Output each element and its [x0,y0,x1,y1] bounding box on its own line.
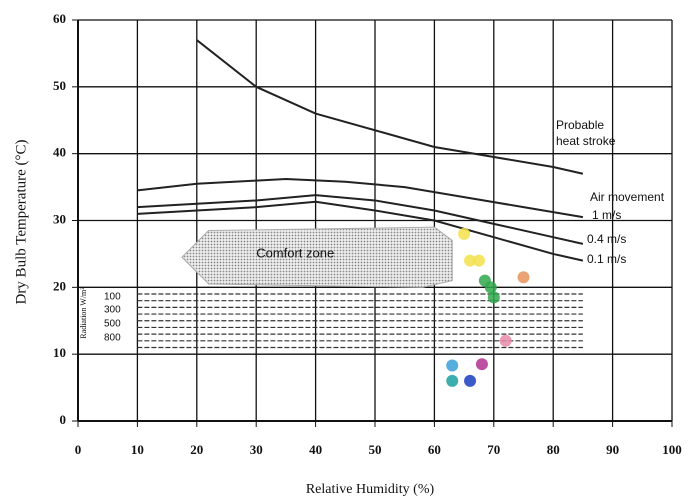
x-tick-label: 90 [606,442,619,457]
curve [137,200,584,262]
y-tick-label: 20 [53,278,66,293]
x-tick-label: 20 [190,442,203,457]
x-tick-label: 40 [309,442,322,457]
curve [137,194,584,245]
data-point [472,254,485,267]
data-point [446,359,459,372]
data-point [446,374,459,387]
data-point [484,281,497,294]
x-tick-label: 50 [369,442,382,457]
x-tick-label: 0 [75,442,82,457]
y-axis-label: Dry Bulb Temperature (°C) [13,139,29,304]
curve [137,178,584,219]
radiation-label: 800 [104,333,121,344]
x-tick-label: 100 [662,442,682,457]
y-tick-label: 40 [53,145,66,160]
x-tick-label: 30 [250,442,263,457]
y-tick-label: 30 [53,211,66,226]
x-tick-label: 10 [131,442,144,457]
curve [196,39,584,175]
data-point [458,227,471,240]
x-tick-label: 60 [428,442,441,457]
data-point [475,358,488,371]
y-tick-label: 50 [53,78,66,93]
data-point [487,291,500,304]
x-axis-label: Relative Humidity (%) [306,482,435,497]
annotation: 0.4 m/s [587,232,626,246]
y-tick-label: 0 [60,412,67,427]
data-point [517,271,530,284]
annotation: Probable [556,118,604,132]
y-tick-label: 10 [53,345,66,360]
x-tick-label: 80 [547,442,560,457]
comfort-zone [181,226,453,288]
radiation-label: 500 [104,319,121,330]
data-point [464,254,477,267]
data-point [499,334,512,347]
annotation: Air movement [590,190,665,204]
annotation: 0.1 m/s [587,252,626,266]
data-point [464,374,477,387]
x-tick-label: 70 [487,442,500,457]
annotation: 1 m/s [592,208,621,222]
radiation-title: Radiation W/m² [79,287,88,339]
annotation: heat stroke [556,134,616,148]
radiation-label: 300 [104,305,121,316]
radiation-label: 100 [104,292,121,303]
comfort-zone-label: Comfort zone [256,245,334,260]
y-tick-label: 60 [53,11,66,26]
